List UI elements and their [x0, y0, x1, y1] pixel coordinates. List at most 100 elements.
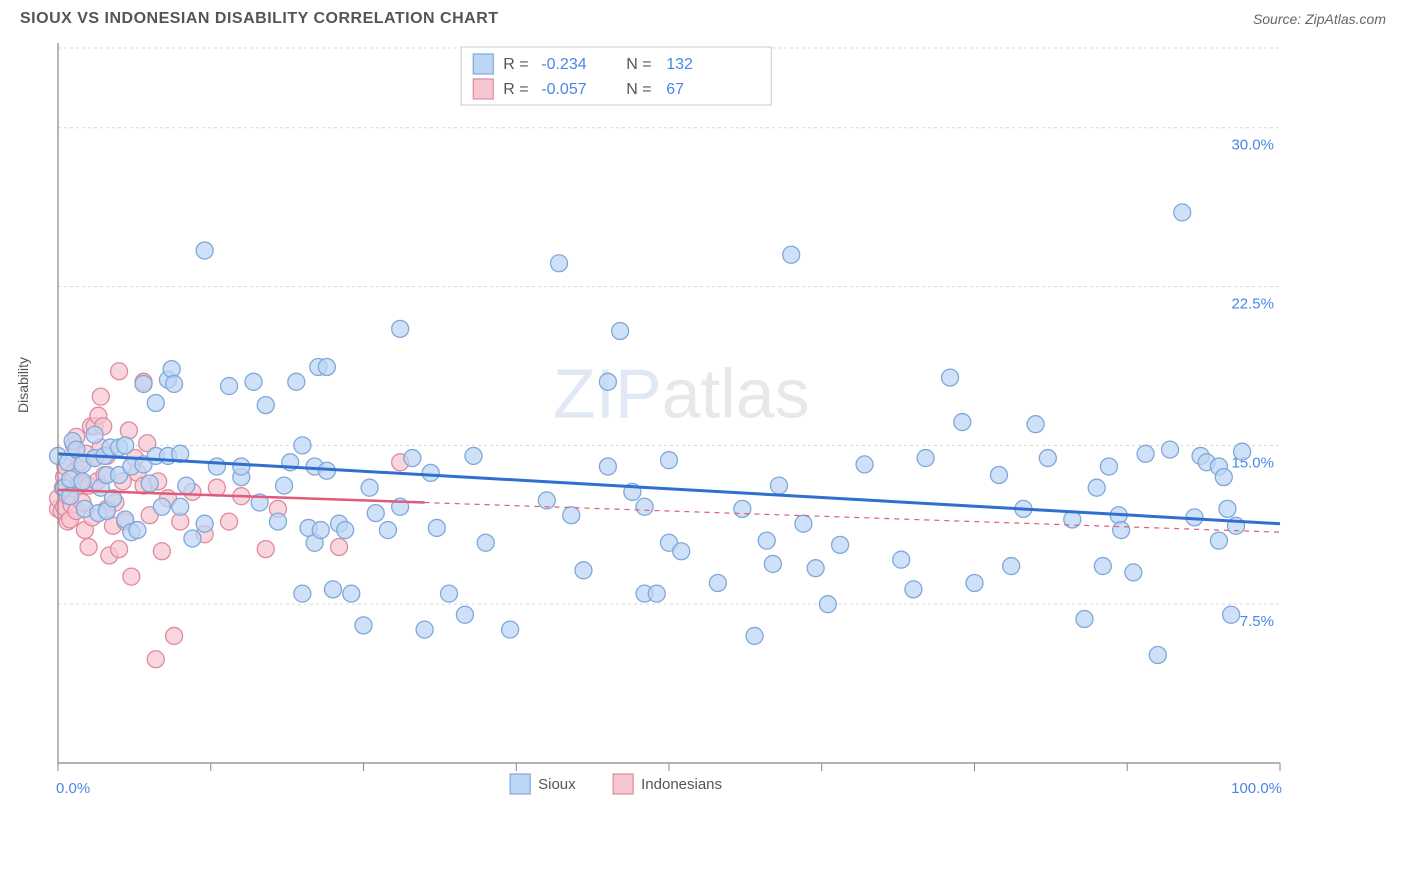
- sioux-point: [807, 560, 824, 577]
- sioux-point: [422, 464, 439, 481]
- sioux-point: [1174, 204, 1191, 221]
- chart-header: SIOUX VS INDONESIAN DISABILITY CORRELATI…: [0, 0, 1406, 33]
- sioux-point: [1162, 441, 1179, 458]
- y-axis-label: Disability: [15, 357, 31, 413]
- indonesians-point: [208, 479, 225, 496]
- sioux-point: [379, 522, 396, 539]
- sioux-point: [746, 627, 763, 644]
- legend-swatch: [510, 774, 530, 794]
- legend-r-value: -0.234: [541, 56, 586, 73]
- sioux-point: [288, 373, 305, 390]
- sioux-point: [392, 320, 409, 337]
- sioux-point: [269, 513, 286, 530]
- sioux-point: [709, 575, 726, 592]
- sioux-point: [456, 606, 473, 623]
- sioux-point: [563, 507, 580, 524]
- sioux-point: [178, 477, 195, 494]
- indonesians-point: [111, 541, 128, 558]
- sioux-point: [661, 452, 678, 469]
- sioux-point: [367, 505, 384, 522]
- sioux-point: [856, 456, 873, 473]
- sioux-point: [1215, 469, 1232, 486]
- indonesians-point: [153, 543, 170, 560]
- sioux-point: [1003, 558, 1020, 575]
- sioux-point: [917, 450, 934, 467]
- sioux-point: [355, 617, 372, 634]
- sioux-point: [575, 562, 592, 579]
- y-tick-label: 22.5%: [1231, 296, 1274, 313]
- scatter-chart: 7.5%15.0%22.5%30.0%ZIPatlas0.0%100.0%R =…: [20, 33, 1340, 853]
- sioux-point: [783, 246, 800, 263]
- sioux-point: [117, 437, 134, 454]
- sioux-point: [196, 515, 213, 532]
- sioux-point: [361, 479, 378, 496]
- indonesians-point: [80, 539, 97, 556]
- chart-area: Disability 7.5%15.0%22.5%30.0%ZIPatlas0.…: [20, 33, 1386, 853]
- sioux-point: [893, 551, 910, 568]
- sioux-point: [758, 532, 775, 549]
- sioux-point: [1100, 458, 1117, 475]
- legend-swatch: [473, 79, 493, 99]
- sioux-point: [257, 397, 274, 414]
- legend-swatch: [613, 774, 633, 794]
- sioux-point: [404, 450, 421, 467]
- sioux-point: [324, 581, 341, 598]
- sioux-point: [147, 395, 164, 412]
- indonesians-point: [166, 627, 183, 644]
- sioux-point: [832, 536, 849, 553]
- sioux-point: [966, 575, 983, 592]
- sioux-point: [74, 473, 91, 490]
- x-min-label: 0.0%: [56, 780, 90, 797]
- legend-r-label: R =: [503, 81, 528, 98]
- sioux-point: [86, 426, 103, 443]
- sioux-point: [337, 522, 354, 539]
- sioux-point: [734, 500, 751, 517]
- sioux-point: [1137, 445, 1154, 462]
- legend-label: Sioux: [538, 776, 576, 793]
- sioux-point: [245, 373, 262, 390]
- legend-swatch: [473, 54, 493, 74]
- sioux-point: [416, 621, 433, 638]
- indonesians-point: [92, 388, 109, 405]
- sioux-point: [318, 359, 335, 376]
- chart-source: Source: ZipAtlas.com: [1253, 11, 1386, 27]
- indonesians-point: [123, 568, 140, 585]
- sioux-point: [1094, 558, 1111, 575]
- sioux-point: [141, 475, 158, 492]
- sioux-point: [153, 498, 170, 515]
- sioux-point: [1219, 500, 1236, 517]
- sioux-point: [954, 414, 971, 431]
- sioux-point: [770, 477, 787, 494]
- sioux-point: [905, 581, 922, 598]
- sioux-point: [428, 519, 445, 536]
- indonesians-point: [147, 651, 164, 668]
- sioux-point: [1113, 522, 1130, 539]
- legend-n-value: 132: [666, 56, 693, 73]
- sioux-point: [599, 458, 616, 475]
- indonesians-point: [120, 422, 137, 439]
- sioux-point: [673, 543, 690, 560]
- sioux-point: [1210, 532, 1227, 549]
- sioux-point: [990, 467, 1007, 484]
- sioux-point: [166, 375, 183, 392]
- sioux-point: [129, 522, 146, 539]
- legend-n-value: 67: [666, 81, 684, 98]
- sioux-point: [1088, 479, 1105, 496]
- sioux-point: [208, 458, 225, 475]
- sioux-point: [196, 242, 213, 259]
- legend-n-label: N =: [626, 81, 651, 98]
- sioux-point: [648, 585, 665, 602]
- series-legend: Sioux Indonesians: [510, 774, 722, 794]
- watermark: ZIPatlas: [553, 354, 810, 432]
- legend-label: Indonesians: [641, 776, 722, 793]
- sioux-point: [502, 621, 519, 638]
- sioux-point: [221, 378, 238, 395]
- sioux-point: [294, 585, 311, 602]
- legend-n-label: N =: [626, 56, 651, 73]
- sioux-point: [477, 534, 494, 551]
- sioux-point: [795, 515, 812, 532]
- correlation-legend: R =-0.234N =132R =-0.057N =67: [461, 47, 771, 105]
- indonesians-point: [257, 541, 274, 558]
- sioux-point: [163, 361, 180, 378]
- sioux-point: [942, 369, 959, 386]
